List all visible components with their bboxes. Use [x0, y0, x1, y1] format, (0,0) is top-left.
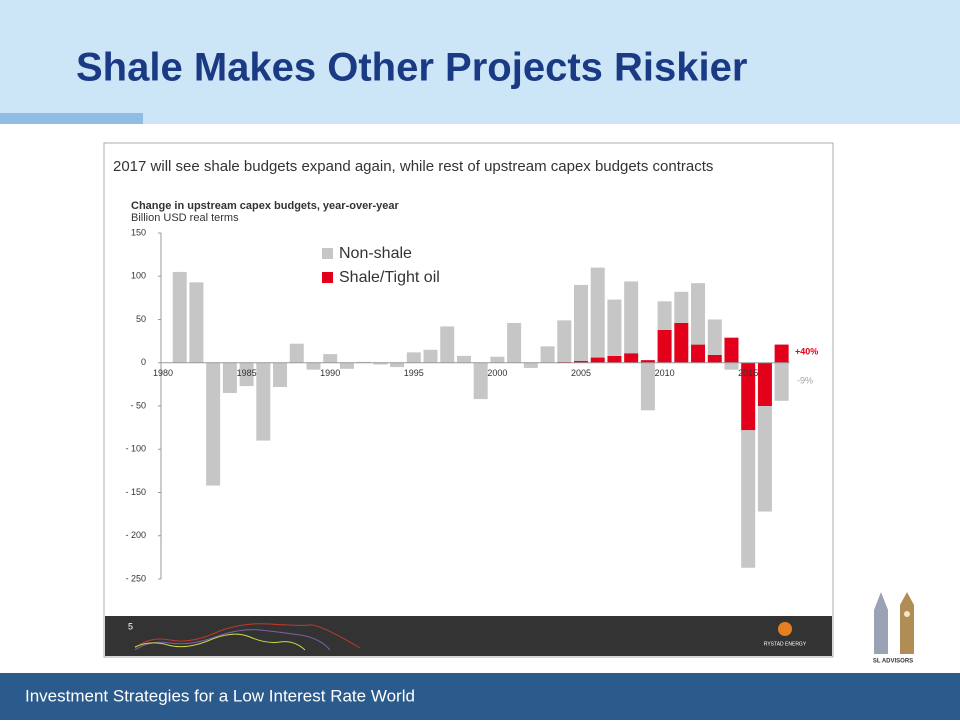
y-tick-label: - 100: [125, 444, 146, 454]
bar: [206, 362, 221, 486]
brand-icon: [778, 622, 792, 636]
bar: [423, 349, 438, 363]
bar: [273, 362, 288, 387]
legend-swatch: [322, 272, 333, 283]
bar: [774, 344, 789, 363]
bar: [189, 282, 204, 363]
y-tick-label: 0: [141, 357, 146, 367]
x-tick-label: 1995: [404, 368, 424, 378]
bar: [239, 362, 254, 387]
bar: [172, 271, 187, 363]
page-number: 5: [128, 621, 133, 631]
bar: [557, 320, 572, 362]
chart-title: 2017 will see shale budgets expand again…: [113, 158, 713, 175]
header-band: [0, 0, 960, 124]
bar: [306, 362, 321, 370]
bar: [456, 355, 471, 363]
bar: [757, 406, 772, 512]
bar: [657, 301, 672, 330]
bar: [724, 362, 739, 370]
decor-line: [134, 633, 306, 651]
decor-line: [134, 629, 331, 651]
bar: [607, 299, 622, 356]
y-tick-label: - 150: [125, 487, 146, 497]
x-tick-label: 2000: [487, 368, 507, 378]
y-tick-label: - 50: [130, 400, 146, 410]
brand-name: RYSTAD ENERGY: [764, 641, 807, 647]
bar: [390, 362, 405, 368]
logo: SL ADVISORS: [873, 592, 914, 665]
y-tick-label: - 200: [125, 530, 146, 540]
y-tick-label: 150: [131, 227, 146, 237]
bar: [640, 360, 655, 363]
slide-title: Shale Makes Other Projects Riskier: [76, 46, 747, 90]
bar: [774, 362, 789, 401]
bar: [724, 337, 739, 363]
bar: [657, 329, 672, 363]
x-tick-label: 2010: [655, 368, 675, 378]
bar: [674, 322, 689, 363]
bar: [707, 319, 722, 355]
plot: 150 100 50 0 - 50 - 100 - 150 - 200 - 250 1980 198…: [125, 227, 818, 583]
bar: [523, 362, 538, 368]
logo-text: SL ADVISORS: [873, 659, 913, 665]
source-bar: [105, 616, 832, 656]
bar: [691, 344, 706, 363]
bar: [590, 357, 605, 363]
bar: [590, 267, 605, 358]
bar: [406, 352, 421, 363]
bar: [707, 354, 722, 363]
bar: [256, 362, 271, 441]
x-tick-label: 2005: [571, 368, 591, 378]
annotation: +40%: [795, 346, 818, 356]
bar: [674, 291, 689, 323]
bar: [289, 343, 304, 363]
bar: [540, 346, 555, 363]
header-accent: [0, 113, 143, 124]
bar: [323, 354, 338, 363]
bar: [490, 356, 505, 363]
annotation: -9%: [797, 375, 813, 385]
footer-text: Investment Strategies for a Low Interest…: [25, 686, 415, 705]
legend-label: Non-shale: [339, 245, 412, 262]
x-tick-label: 2015: [738, 368, 758, 378]
chart-frame: [103, 142, 834, 658]
x-tick-label: 1985: [237, 368, 257, 378]
x-tick-label: 1980: [153, 368, 173, 378]
legend-label: Shale/Tight oil: [339, 269, 440, 286]
legend-swatch: [322, 248, 333, 259]
bar: [624, 281, 639, 354]
bar: [507, 322, 522, 363]
chart-subtitle: Change in upstream capex budgets, year-o…: [131, 200, 399, 212]
bar: [339, 362, 354, 369]
y-tick-label: - 250: [125, 573, 146, 583]
y-tick-label: 50: [136, 314, 146, 324]
y-tick-label: 100: [131, 271, 146, 281]
bar: [691, 283, 706, 345]
footer-band: [0, 673, 960, 720]
bar: [624, 353, 639, 363]
bar: [741, 362, 756, 431]
bar: [607, 355, 622, 363]
x-tick-label: 1990: [320, 368, 340, 378]
bar: [440, 326, 455, 363]
y-axis-label: Billion USD real terms: [131, 212, 239, 224]
bar: [373, 362, 388, 365]
bar: [473, 362, 488, 400]
decor-line: [134, 623, 361, 649]
bar: [741, 430, 756, 568]
bar: [640, 362, 655, 411]
bar: [574, 284, 588, 362]
bar: [757, 362, 772, 406]
bar: [574, 361, 588, 363]
bar: [222, 362, 237, 394]
